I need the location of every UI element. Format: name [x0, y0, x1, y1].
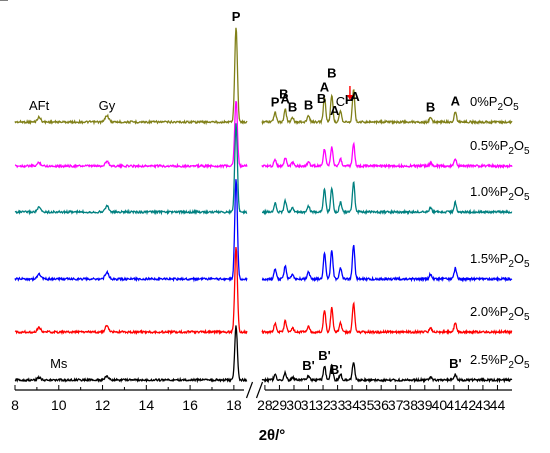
series-label-0: 0%P2O5: [470, 94, 519, 113]
annotation-18: B': [302, 358, 314, 373]
x-tick-label-7: 29: [272, 397, 288, 413]
x-tick-label-16: 38: [402, 397, 418, 413]
series-line-4-left: [14, 246, 248, 336]
series-label-3: 1.5%P2O5: [470, 251, 530, 270]
x-tick-label-0: 8: [11, 397, 19, 413]
x-tick-label-3: 14: [139, 397, 155, 413]
annotation-0: AFt: [29, 98, 50, 113]
series-line-1-right: [261, 141, 513, 170]
series-label-2: 1.0%P2O5: [470, 184, 530, 203]
x-tick-label-10: 32: [315, 397, 331, 413]
x-tick-label-8: 30: [286, 397, 302, 413]
annotation-9: A: [320, 79, 330, 94]
annotation-11: A: [330, 103, 340, 118]
x-tick-label-22: 44: [490, 397, 506, 413]
series-label-1: 0.5%P2O5: [470, 138, 530, 157]
axis-break-mark-2: [255, 381, 264, 399]
annotation-8: B: [317, 91, 326, 106]
x-tick-label-21: 43: [475, 397, 491, 413]
annotation-16: A: [451, 94, 461, 109]
annotation-13: P: [345, 92, 354, 107]
series-label-5: 2.5%P2O5: [470, 352, 530, 371]
series-line-5-left: [14, 325, 248, 384]
annotation-20: B': [330, 362, 342, 377]
series-label-4: 2.0%P2O5: [470, 304, 530, 323]
annotation-12: C: [336, 94, 345, 109]
annotation-17: Ms: [50, 356, 68, 371]
series-line-0-left: [14, 27, 248, 126]
x-tick-label-6: 28: [257, 397, 273, 413]
x-tick-label-2: 12: [95, 397, 111, 413]
annotation-21: B': [449, 356, 461, 371]
series-line-3-right: [261, 244, 513, 283]
series-line-5-right: [261, 362, 513, 384]
annotation-14: A: [350, 89, 360, 104]
x-tick-label-4: 16: [182, 397, 198, 413]
annotation-7: B: [304, 97, 313, 112]
axis-break-mark-1: [245, 381, 254, 399]
x-tick-label-12: 34: [344, 397, 360, 413]
annotation-3: P: [271, 95, 280, 110]
series-line-2-left: [14, 123, 248, 216]
annotation-5: A: [281, 92, 291, 107]
x-tick-label-1: 10: [51, 397, 67, 413]
annotation-6: B: [288, 99, 297, 114]
annotation-15: B: [426, 99, 435, 114]
annotation-4: B: [279, 86, 288, 101]
x-tick-label-14: 36: [373, 397, 389, 413]
x-tick-label-5: 18: [226, 397, 242, 413]
series-line-2-right: [261, 181, 513, 216]
series-line-3-left: [14, 179, 248, 283]
x-tick-label-13: 35: [359, 397, 375, 413]
series-line-4-right: [261, 301, 513, 336]
x-tick-label-11: 33: [330, 397, 346, 413]
series-line-0-right: [261, 89, 513, 126]
arrow-head: [346, 95, 353, 100]
annotation-19: B': [318, 348, 330, 363]
series-group: 0%P2O5 0.5%P2O5 1.0%P2O5 1.5%P2O5 2.0%P2O5 2.…: [14, 27, 530, 384]
x-axis-title: 2θ/°: [259, 427, 286, 444]
x-tick-label-18: 40: [432, 397, 448, 413]
annotation-2: P: [232, 9, 241, 24]
x-tick-label-15: 37: [388, 397, 404, 413]
annotation-1: Gy: [99, 98, 116, 113]
annotation-10: B: [327, 65, 336, 80]
x-tick-label-17: 39: [417, 397, 433, 413]
series-line-1-left: [14, 100, 248, 170]
x-axis: 8 10 12 14 16 18 28293031323334353637383940414…: [11, 381, 512, 413]
x-tick-label-20: 42: [461, 397, 477, 413]
x-tick-label-19: 41: [446, 397, 462, 413]
x-tick-label-9: 31: [301, 397, 317, 413]
